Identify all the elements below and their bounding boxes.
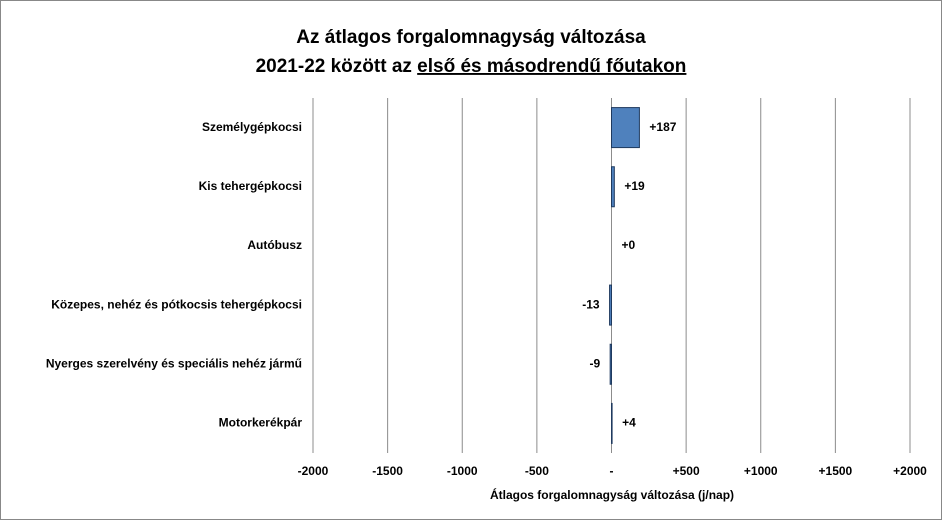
x-tick-label: +1000 bbox=[744, 464, 778, 478]
x-tick-label: -1500 bbox=[372, 464, 403, 478]
data-label: -13 bbox=[582, 297, 600, 311]
y-tick-label: Nyerges szerelvény és speciális nehéz já… bbox=[46, 356, 302, 370]
title-part: 2021-22 között az bbox=[256, 56, 412, 77]
data-label: +187 bbox=[649, 120, 676, 134]
bar bbox=[609, 284, 613, 326]
x-axis-label: Átlagos forgalomnagyság változása (j/nap… bbox=[490, 487, 734, 502]
x-tick-label: -2000 bbox=[298, 464, 329, 478]
data-label: -9 bbox=[589, 356, 600, 370]
x-tick-label: +500 bbox=[673, 464, 700, 478]
title-underlined: első és másodrendű főutakon bbox=[417, 56, 686, 77]
x-tick-label: +2000 bbox=[893, 464, 927, 478]
y-tick-label: Autóbusz bbox=[247, 238, 302, 252]
chart-subtitle: 2021-22 között az első és másodrendű főu… bbox=[256, 56, 687, 77]
data-label: +0 bbox=[622, 238, 636, 252]
x-tick-label: -1000 bbox=[447, 464, 478, 478]
bar bbox=[609, 343, 612, 385]
bar bbox=[611, 402, 613, 444]
y-tick-label: Motorkerékpár bbox=[219, 416, 303, 430]
bar bbox=[611, 107, 640, 149]
y-tick-label: Közepes, nehéz és pótkocsis tehergépkocs… bbox=[51, 297, 302, 311]
bar bbox=[611, 166, 615, 208]
x-tick-label: -500 bbox=[525, 464, 549, 478]
y-tick-label: Kis tehergépkocsi bbox=[199, 179, 302, 193]
y-tick-label: Személygépkocsi bbox=[202, 120, 302, 134]
data-label: +4 bbox=[622, 416, 636, 430]
data-label: +19 bbox=[624, 179, 645, 193]
chart-title: Az átlagos forgalomnagyság változása bbox=[296, 27, 646, 48]
x-tick-label: - bbox=[610, 464, 614, 478]
x-tick-label: +1500 bbox=[819, 464, 853, 478]
